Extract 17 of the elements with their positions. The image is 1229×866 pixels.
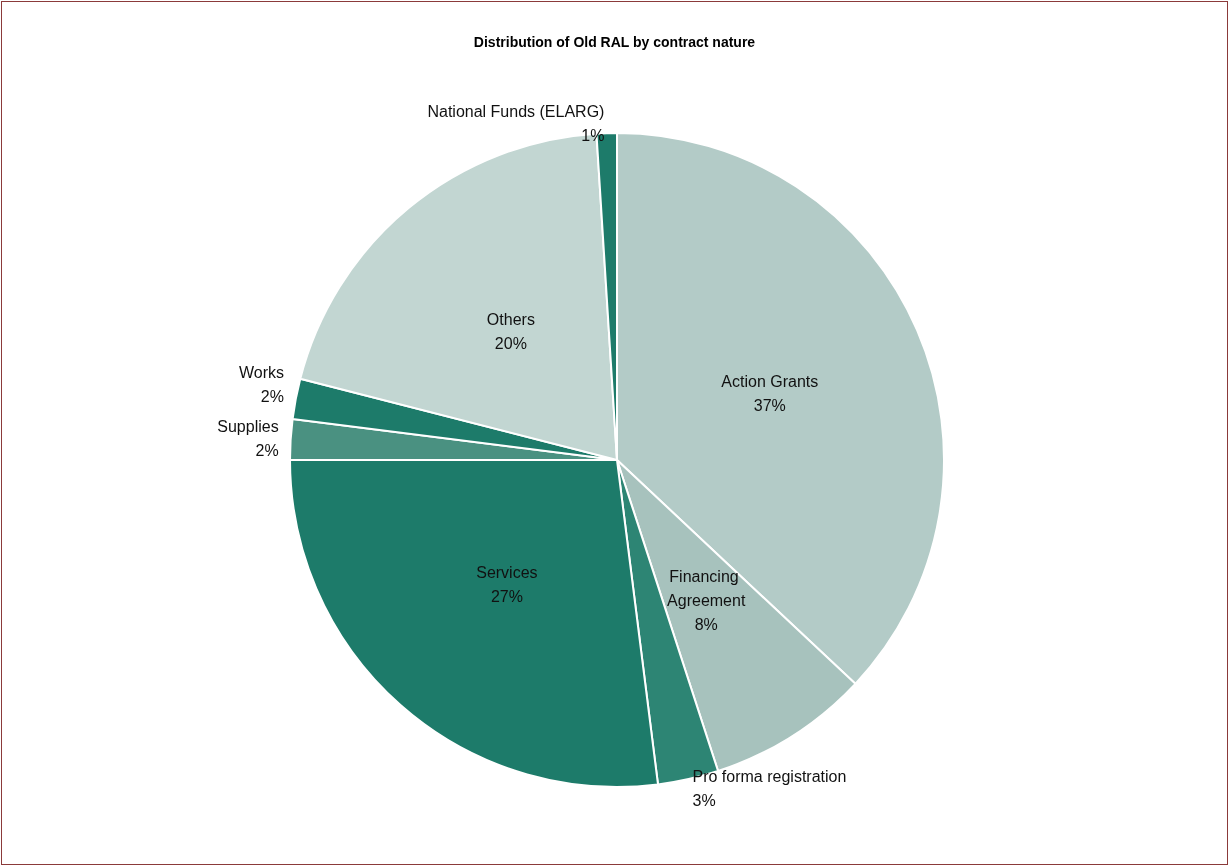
slice-label: National Funds (ELARG) <box>427 102 605 120</box>
data-label: 2% <box>255 442 279 460</box>
slice-label: Supplies <box>217 418 279 436</box>
slice-label: Action Grants <box>721 373 819 391</box>
data-label: 1% <box>581 126 605 144</box>
slice-label: Others <box>486 311 535 329</box>
slice-label: Works <box>238 364 284 382</box>
data-label: 2% <box>260 388 284 406</box>
data-label: 20% <box>494 335 527 353</box>
data-label: 37% <box>753 397 786 415</box>
slice-label: Pro forma registration <box>692 768 847 786</box>
chart-title: Distribution of Old RAL by contract nature <box>473 34 756 50</box>
data-label: 27% <box>490 588 523 606</box>
slice-label: Services <box>476 564 538 582</box>
slice-label: Financing Agreement <box>667 568 746 610</box>
data-label: 8% <box>694 616 718 634</box>
data-label: 3% <box>692 792 716 810</box>
